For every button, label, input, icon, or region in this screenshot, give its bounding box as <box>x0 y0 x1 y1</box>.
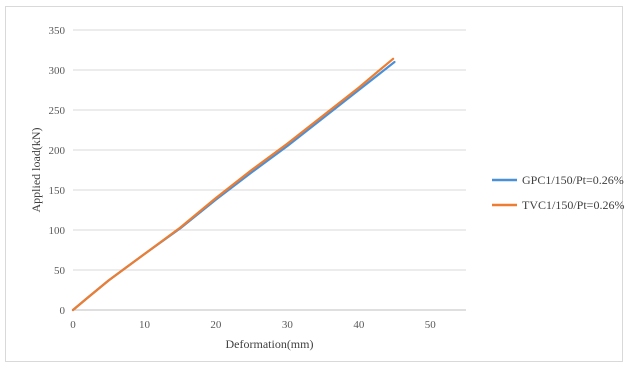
y-tick-label: 250 <box>49 105 66 117</box>
tick-labels: 0 50 100 150 200 250 300 350 0 10 20 30 40 50 <box>49 25 437 331</box>
y-tick-label: 100 <box>49 225 66 237</box>
legend: GPC1/150/Pt=0.26% TVC1/150/Pt=0.26% <box>492 173 624 212</box>
series-lines <box>71 57 396 312</box>
chart-frame <box>5 6 623 362</box>
y-tick-label: 150 <box>49 185 66 197</box>
x-tick-label: 10 <box>139 319 151 331</box>
y-tick-label: 0 <box>60 305 66 317</box>
x-tick-label: 40 <box>353 319 365 331</box>
x-tick-label: 50 <box>425 319 437 331</box>
y-tick-label: 350 <box>49 25 66 37</box>
grid-lines <box>73 29 466 271</box>
x-axis-title: Deformation(mm) <box>226 337 314 351</box>
x-tick-label: 20 <box>210 319 222 331</box>
y-axis-title: Applied load(kN) <box>29 128 43 213</box>
legend-label-2: TVC1/150/Pt=0.26% <box>522 198 624 212</box>
series-line-2 <box>71 57 395 312</box>
series-line-1 <box>71 60 396 312</box>
y-tick-label: 200 <box>49 145 66 157</box>
x-tick-label: 0 <box>70 319 76 331</box>
x-tick-label: 30 <box>282 319 294 331</box>
y-tick-label: 300 <box>49 65 66 77</box>
y-tick-label: 50 <box>54 265 66 277</box>
legend-label-1: GPC1/150/Pt=0.26% <box>522 173 624 187</box>
